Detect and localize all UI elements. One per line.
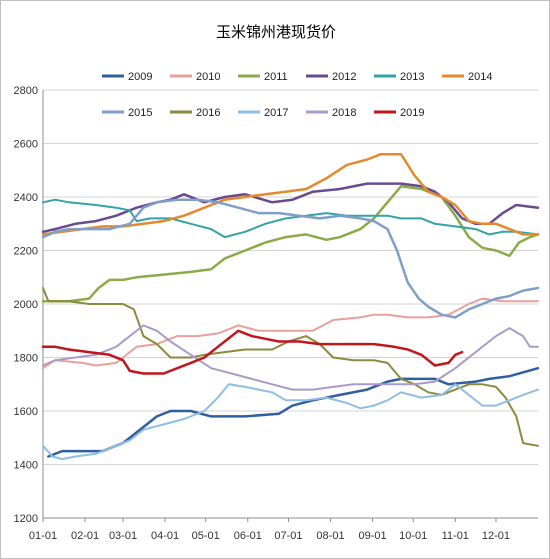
legend-label-2009: 2009	[128, 71, 152, 83]
legend-label-2016: 2016	[196, 107, 220, 119]
legend-label-2017: 2017	[264, 107, 288, 119]
x-tick-label: 03-01	[109, 530, 137, 542]
series-line-2015	[41, 198, 540, 319]
legend-label-2015: 2015	[128, 107, 152, 119]
x-tick-label: 05-01	[192, 530, 220, 542]
series-line-2009	[47, 366, 540, 458]
x-tick-label: 01-01	[29, 530, 57, 542]
x-tick-label: 11-01	[442, 530, 469, 542]
y-tick-label: 2200	[14, 246, 38, 258]
legend: 2009 2010 2011 2012 2013 2014 2015 2016 2017 2018…	[102, 71, 492, 119]
series-line-2018	[42, 324, 539, 391]
series-line-2016	[42, 287, 539, 447]
x-tick-label: 06-01	[234, 530, 262, 542]
x-tick-label: 12-01	[482, 530, 510, 542]
x-tick-label: 09-01	[358, 530, 386, 542]
y-tick-label: 1600	[14, 406, 38, 418]
legend-label-2012: 2012	[332, 71, 356, 83]
legend-label-2011: 2011	[264, 71, 288, 83]
x-tick-label: 04-01	[151, 530, 179, 542]
x-tick-label: 02-01	[71, 530, 99, 542]
y-tick-label: 1400	[14, 460, 38, 472]
chart-title: 玉米锦州港现货价	[216, 23, 336, 41]
plot-area	[41, 152, 540, 461]
legend-label-2013: 2013	[400, 71, 424, 83]
series-line-2019	[41, 329, 464, 375]
legend-label-2018: 2018	[332, 107, 356, 119]
x-tick-label: 08-01	[316, 530, 344, 542]
axes: 1200 1400 1600 1800 2000 2200 2400 2600 2800 01-0…	[14, 85, 538, 542]
series-line-2011	[41, 185, 540, 303]
y-tick-label: 2800	[14, 85, 38, 97]
y-tick-label: 2400	[14, 192, 38, 204]
x-tick-label: 10-01	[399, 530, 427, 542]
y-tick-label: 2000	[14, 299, 38, 311]
legend-label-2014: 2014	[468, 71, 492, 83]
legend-label-2019: 2019	[400, 107, 424, 119]
y-tick-label: 1800	[14, 353, 38, 365]
series-line-2014	[41, 152, 540, 236]
legend-label-2010: 2010	[196, 71, 220, 83]
x-tick-label: 07-01	[274, 530, 302, 542]
y-tick-label: 1200	[14, 513, 38, 525]
series-line-2013	[42, 198, 539, 239]
y-tick-label: 2600	[14, 139, 38, 151]
series-line-2010	[42, 297, 539, 370]
series-line-2017	[42, 383, 539, 461]
